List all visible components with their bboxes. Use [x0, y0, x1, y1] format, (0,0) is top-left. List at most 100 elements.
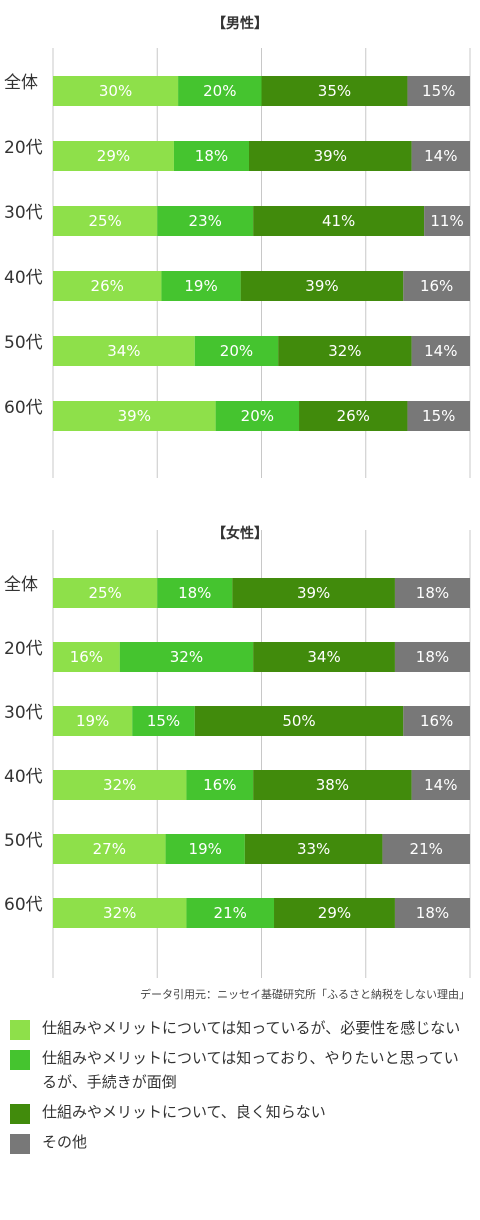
- legend-swatch: [10, 1020, 30, 1040]
- bar-segment-need-low: [53, 401, 216, 431]
- data-label: 18%: [416, 648, 449, 666]
- data-label: 16%: [420, 277, 453, 295]
- data-label: 21%: [410, 840, 443, 858]
- bar-segment-other: [382, 834, 470, 864]
- bar-segment-unknown: [261, 76, 408, 106]
- bar-segment-need-low: [53, 770, 187, 800]
- data-label: 39%: [118, 407, 151, 425]
- data-label: 39%: [314, 147, 347, 165]
- legend-label: 仕組みやメリットについては知っており、やりたいと思っているが、手続きが面倒: [42, 1049, 459, 1091]
- bar-segment-unknown: [232, 578, 395, 608]
- bar-segment-other: [403, 706, 470, 736]
- bar-segment-other: [403, 271, 470, 301]
- data-label: 33%: [297, 840, 330, 858]
- data-label: 50%: [282, 712, 315, 730]
- bar-segment-unknown: [248, 141, 412, 171]
- bar-segment-other: [407, 76, 470, 106]
- data-label: 16%: [70, 648, 103, 666]
- bar-segment-other: [394, 578, 470, 608]
- bar-segment-need-low: [53, 706, 133, 736]
- data-label: 20%: [241, 407, 274, 425]
- data-label: 25%: [88, 584, 121, 602]
- data-label: 16%: [203, 776, 236, 794]
- data-label: 23%: [189, 212, 222, 230]
- legend-swatch: [10, 1104, 30, 1124]
- bar-segment-other: [411, 770, 470, 800]
- category-label: 全体: [4, 575, 38, 595]
- bar-segment-unknown: [194, 706, 404, 736]
- data-label: 18%: [195, 147, 228, 165]
- data-label: 26%: [91, 277, 124, 295]
- bar-segment-need-low: [53, 834, 166, 864]
- data-label: 34%: [107, 342, 140, 360]
- data-label: 29%: [97, 147, 130, 165]
- bar-segment-unknown: [240, 271, 404, 301]
- source-note: データ引用元：ニッセイ基礎研究所「ふるさと納税をしない理由」: [140, 988, 470, 1001]
- legend-swatch: [10, 1134, 30, 1154]
- bar-segment-hassle: [186, 898, 275, 928]
- bar-segment-other: [411, 141, 470, 171]
- data-label: 15%: [422, 82, 455, 100]
- data-label: 39%: [305, 277, 338, 295]
- bar-segment-hassle: [194, 336, 279, 366]
- data-label: 34%: [307, 648, 340, 666]
- data-label: 18%: [416, 584, 449, 602]
- data-label: 32%: [328, 342, 361, 360]
- data-label: 19%: [189, 840, 222, 858]
- chart-title: 【女性】: [212, 525, 268, 542]
- data-label: 11%: [430, 212, 463, 230]
- data-label: 15%: [422, 407, 455, 425]
- data-label: 19%: [184, 277, 217, 295]
- data-label: 14%: [424, 776, 457, 794]
- data-label: 32%: [103, 904, 136, 922]
- bar-segment-unknown: [278, 336, 412, 366]
- category-label: 60代: [4, 398, 43, 418]
- data-label: 20%: [220, 342, 253, 360]
- data-label: 41%: [322, 212, 355, 230]
- bar-segment-need-low: [53, 141, 174, 171]
- legend-item: 仕組みやメリットについて、良く知らない: [10, 1100, 470, 1124]
- bar-segment-hassle: [157, 206, 254, 236]
- bar-segment-other: [407, 401, 470, 431]
- bar-segment-hassle: [173, 141, 249, 171]
- bar-segment-need-low: [53, 898, 187, 928]
- bar-segment-hassle: [165, 834, 245, 864]
- bar-segment-hassle: [119, 642, 254, 672]
- bar-segment-other: [424, 206, 470, 236]
- bar-segment-hassle: [215, 401, 300, 431]
- bar-segment-unknown: [299, 401, 408, 431]
- data-label: 19%: [76, 712, 109, 730]
- chart-title: 【男性】: [212, 15, 268, 32]
- bar-segment-unknown: [253, 770, 412, 800]
- data-label: 27%: [93, 840, 126, 858]
- bar-segment-need-low: [53, 578, 158, 608]
- data-label: 29%: [318, 904, 351, 922]
- bar-segment-unknown: [253, 642, 395, 672]
- bar-segment-need-low: [53, 206, 158, 236]
- data-label: 20%: [203, 82, 236, 100]
- category-label: 40代: [4, 767, 43, 787]
- bar-segment-need-low: [53, 336, 195, 366]
- data-label: 38%: [316, 776, 349, 794]
- bar-segment-other: [394, 898, 470, 928]
- bar-segment-need-low: [53, 642, 120, 672]
- data-label: 32%: [103, 776, 136, 794]
- data-label: 16%: [420, 712, 453, 730]
- category-label: 20代: [4, 639, 43, 659]
- data-label: 18%: [416, 904, 449, 922]
- bar-segment-unknown: [244, 834, 383, 864]
- legend-item: 仕組みやメリットについては知っているが、必要性を感じない: [10, 1016, 470, 1040]
- legend-swatch: [10, 1050, 30, 1070]
- data-label: 14%: [424, 342, 457, 360]
- legend-label: その他: [42, 1133, 88, 1151]
- legend-label: 仕組みやメリットについて、良く知らない: [42, 1103, 326, 1121]
- legend-item: 仕組みやメリットについては知っており、やりたいと思っているが、手続きが面倒: [10, 1046, 470, 1094]
- data-label: 15%: [147, 712, 180, 730]
- bar-segment-need-low: [53, 271, 162, 301]
- bar-segment-other: [411, 336, 470, 366]
- category-label: 40代: [4, 268, 43, 288]
- bar-segment-hassle: [157, 578, 233, 608]
- data-label: 32%: [170, 648, 203, 666]
- bar-segment-other: [394, 642, 470, 672]
- data-label: 35%: [318, 82, 351, 100]
